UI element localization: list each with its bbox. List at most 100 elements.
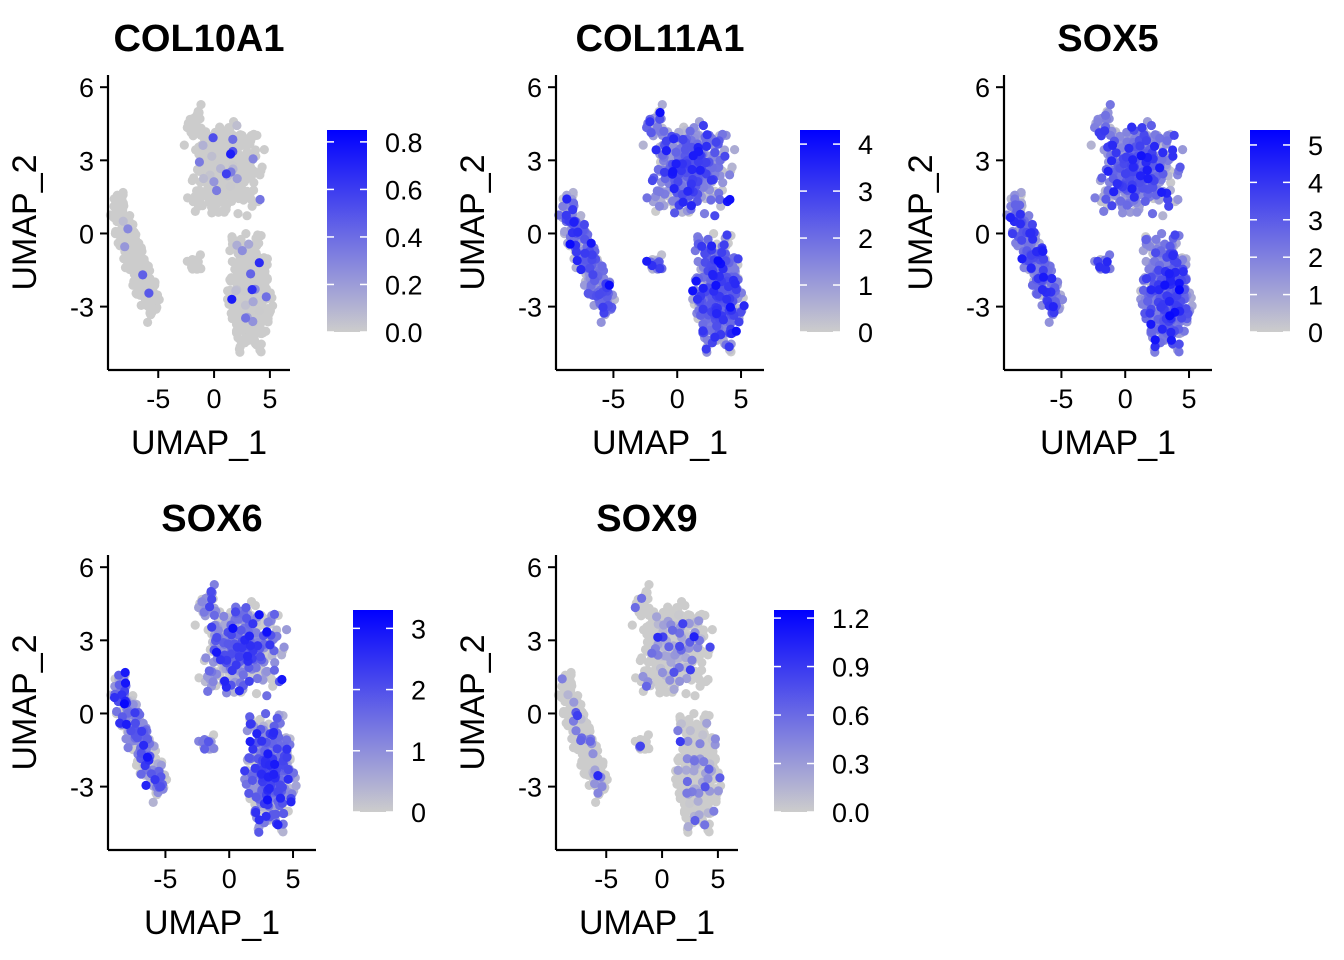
cell-point <box>1015 209 1025 219</box>
cell-point <box>248 154 258 164</box>
cell-point <box>688 151 698 161</box>
cell-point <box>261 308 271 318</box>
cell-point <box>209 610 219 621</box>
cell-point <box>730 145 740 155</box>
cell-point <box>1146 319 1156 329</box>
cell-point <box>232 120 242 131</box>
cell-point <box>1168 145 1178 155</box>
plot-title: COL11A1 <box>576 18 745 60</box>
cell-point <box>123 743 133 753</box>
cell-point <box>1147 209 1158 219</box>
cell-point <box>1151 248 1161 258</box>
cell-point <box>730 279 740 289</box>
cell-point <box>221 169 231 179</box>
cell-point <box>241 603 251 613</box>
cell-point <box>699 209 710 219</box>
cell-point <box>236 190 246 200</box>
cell-point <box>246 136 256 146</box>
cell-point <box>701 344 711 354</box>
cell-point <box>1158 211 1168 221</box>
cell-point <box>241 229 251 239</box>
cell-point <box>255 345 265 355</box>
cell-point <box>244 753 254 763</box>
cell-point <box>1005 212 1016 223</box>
cell-point <box>239 322 249 332</box>
cell-point <box>688 286 698 296</box>
cell-point <box>713 256 723 266</box>
cell-point <box>702 130 712 140</box>
cell-point <box>727 162 737 172</box>
cell-point <box>234 652 244 662</box>
y-tick-label: 3 <box>527 146 542 176</box>
cell-point <box>1047 273 1057 284</box>
cell-point <box>691 276 701 286</box>
cell-point <box>1026 228 1036 238</box>
cell-point <box>193 257 203 267</box>
legend-tick-label: 4 <box>858 130 873 160</box>
cell-point <box>248 323 258 333</box>
y-tick-label: 0 <box>79 219 94 249</box>
cell-point <box>255 652 265 662</box>
cell-point <box>1038 272 1049 282</box>
cell-point <box>659 126 669 136</box>
cell-point <box>207 622 217 632</box>
cell-point <box>1157 187 1167 197</box>
plot-title: SOX5 <box>1057 18 1158 60</box>
cell-point <box>1174 339 1184 349</box>
cell-point <box>1112 179 1122 189</box>
y-tick-label: 6 <box>79 73 94 103</box>
cell-point <box>239 260 249 270</box>
cell-point <box>231 326 242 336</box>
cell-point <box>1108 140 1118 150</box>
cell-point <box>196 100 206 110</box>
x-tick-label: -5 <box>601 384 625 414</box>
cell-point <box>263 617 273 627</box>
cell-point <box>223 286 233 296</box>
cell-point <box>669 134 679 144</box>
cell-point <box>706 195 716 205</box>
cell-point <box>725 302 736 312</box>
cell-point <box>708 269 718 280</box>
cell-point <box>1127 184 1137 194</box>
cell-point <box>254 258 264 268</box>
cell-point <box>1140 196 1150 206</box>
cell-point <box>725 170 735 180</box>
cell-point <box>1100 126 1110 136</box>
cell-point <box>1017 254 1027 264</box>
cell-point <box>232 304 242 314</box>
cell-point <box>240 300 251 310</box>
cell-point <box>254 827 264 837</box>
cell-point <box>203 686 213 697</box>
cell-point <box>240 338 250 348</box>
cell-point <box>1142 165 1152 175</box>
cell-point <box>651 145 661 155</box>
cell-point <box>733 254 743 264</box>
cell-points <box>106 580 301 837</box>
cell-point <box>260 267 270 277</box>
cell-point <box>692 294 703 304</box>
cell-point <box>201 653 211 663</box>
cell-point <box>1026 263 1036 273</box>
cell-point <box>239 286 249 296</box>
cell-points <box>1002 100 1197 357</box>
x-tick-label: 0 <box>1118 384 1133 414</box>
legend-tick-label: 3 <box>1308 206 1323 236</box>
cell-point <box>1038 246 1048 256</box>
cell-point <box>242 211 252 221</box>
cell-point <box>1124 143 1134 153</box>
cell-point <box>279 808 289 819</box>
cell-point <box>123 224 133 234</box>
cell-point <box>246 269 256 279</box>
cell-point <box>230 607 241 617</box>
cell-point <box>668 167 678 177</box>
cell-point <box>247 775 257 786</box>
cell-point <box>1107 156 1117 166</box>
cell-point <box>137 726 147 737</box>
cell-point <box>226 149 236 159</box>
cell-point <box>1164 296 1174 306</box>
cell-point <box>204 666 214 676</box>
